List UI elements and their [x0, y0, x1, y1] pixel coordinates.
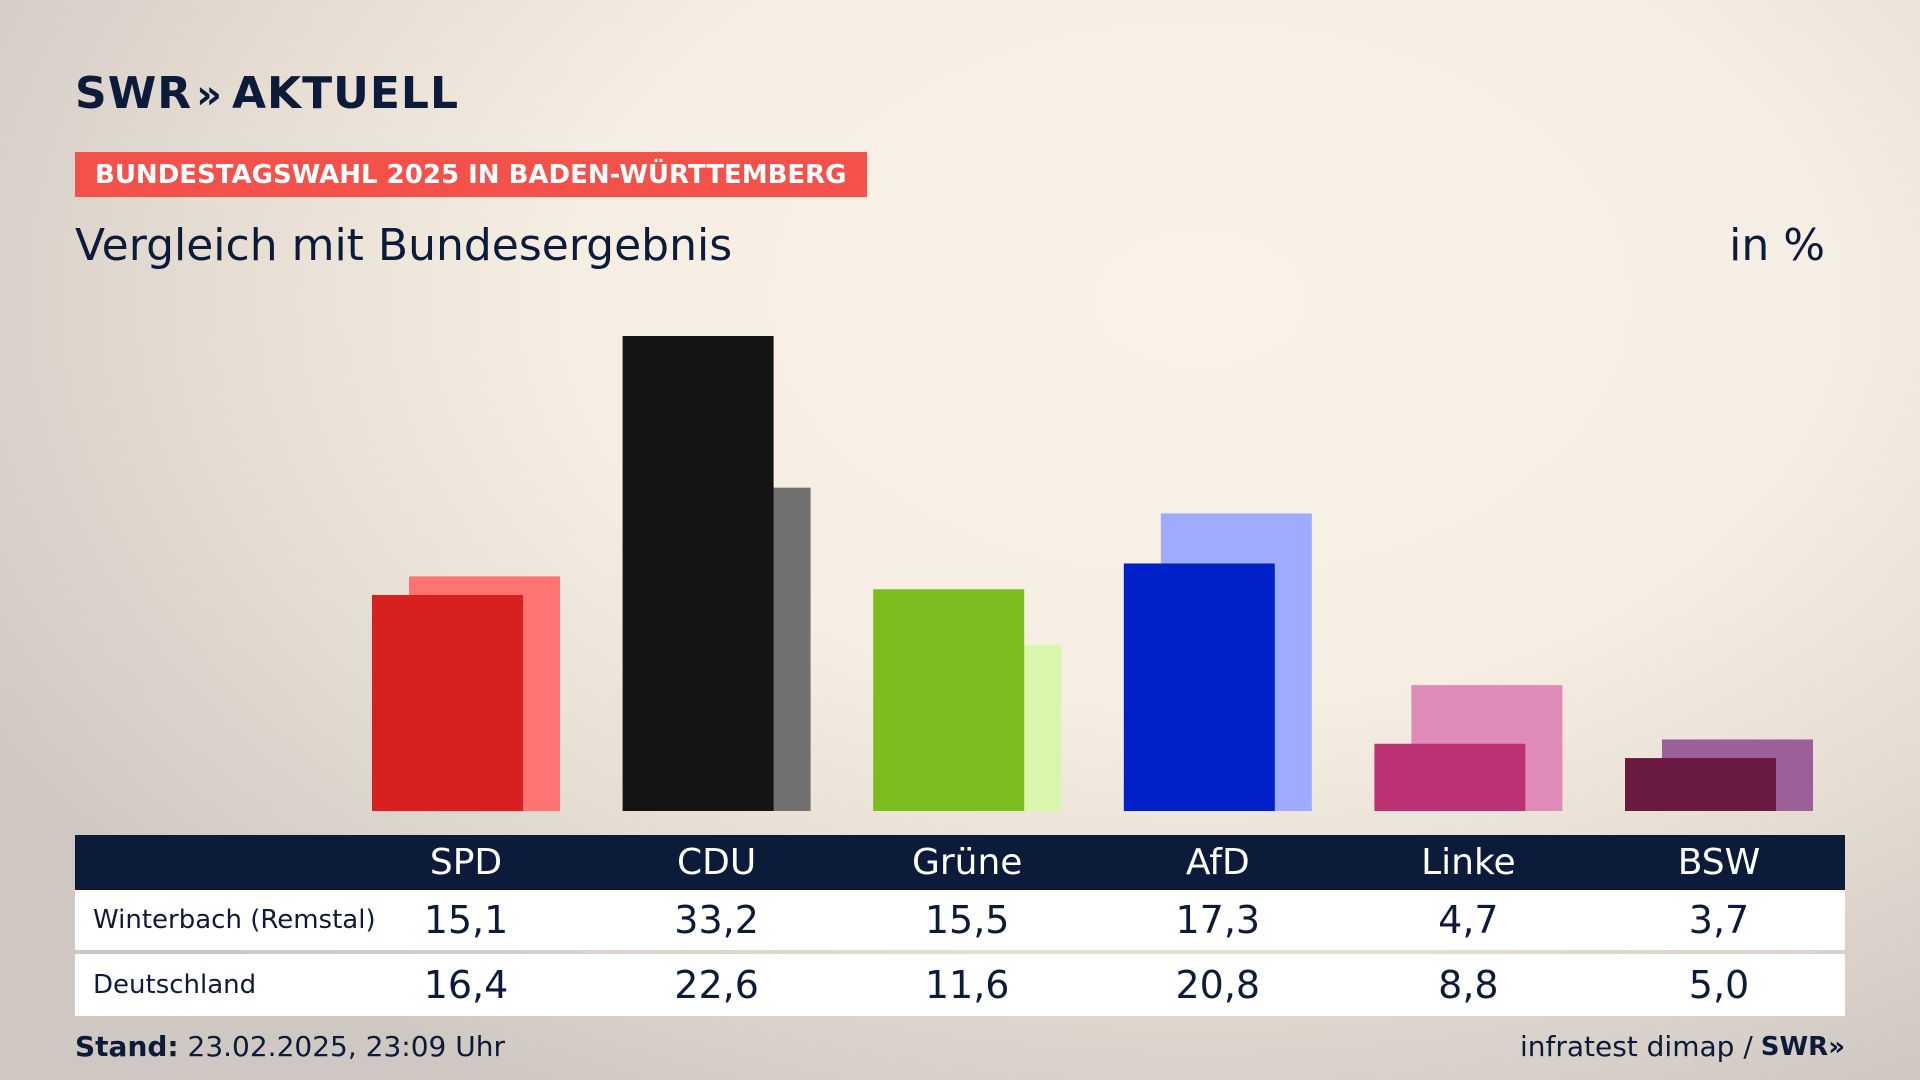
party-header-afd: AfD: [1185, 842, 1250, 883]
value-winterbach-afd: 17,3: [1175, 898, 1261, 942]
value-deutschland-grüne: 11,6: [924, 963, 1010, 1007]
results-table: SPD CDU Grüne AfD Linke BSW Winterbach (Remst…: [75, 835, 1845, 1016]
source-text: infratest dimap /: [1519, 1030, 1753, 1063]
bar-winterbach-spd: [372, 594, 523, 811]
value-winterbach-grüne: 15,5: [924, 898, 1010, 942]
bar-winterbach-linke: [1374, 743, 1526, 811]
value-winterbach-cdu: 33,2: [674, 898, 759, 942]
value-deutschland-linke: 8,8: [1438, 963, 1499, 1007]
bar-winterbach-afd: [1123, 563, 1275, 811]
party-header-cdu: CDU: [676, 842, 757, 883]
table-header-row: SPD CDU Grüne AfD Linke BSW: [75, 835, 1845, 890]
party-header-grüne: Grüne: [911, 842, 1023, 883]
swr-small-logo: SWR»: [1760, 1031, 1845, 1062]
value-deutschland-cdu: 22,6: [674, 963, 759, 1007]
value-winterbach-bsw: 3,7: [1688, 898, 1750, 942]
bar-chart: [372, 336, 1813, 811]
chart-title: Vergleich mit Bundesergebnis: [75, 220, 733, 271]
bar-winterbach-cdu: [622, 336, 774, 811]
value-winterbach-spd: 15,1: [423, 898, 509, 942]
party-header-spd: SPD: [429, 842, 503, 883]
row-label: Deutschland: [93, 970, 257, 1000]
logo-text: SWR» AKTUELL: [75, 67, 459, 119]
source-credit: infratest dimap / SWR»: [1520, 1030, 1845, 1063]
value-deutschland-spd: 16,4: [423, 963, 509, 1007]
value-deutschland-afd: 20,8: [1175, 963, 1261, 1007]
election-badge: BUNDESTAGSWAHL 2025 IN BADEN-WÜRTTEMBERG: [75, 152, 867, 197]
unit-label: in %: [1729, 220, 1825, 271]
value-deutschland-bsw: 5,0: [1688, 963, 1750, 1007]
bar-winterbach-bsw: [1625, 758, 1776, 811]
table-row-winterbach: Winterbach (Remstal) 15,1 33,2 15,5 17,3 4,7…: [75, 890, 1845, 950]
party-header-linke: Linke: [1421, 842, 1516, 883]
value-winterbach-linke: 4,7: [1438, 898, 1499, 942]
row-label: Winterbach (Remstal): [93, 905, 376, 935]
swr-aktuell-logo: SWR» AKTUELL: [75, 67, 459, 119]
timestamp: Stand: 23.02.2025, 23:09 Uhr: [75, 1030, 505, 1063]
party-header-bsw: BSW: [1677, 842, 1761, 883]
bar-winterbach-grüne: [873, 589, 1025, 811]
table-row-deutschland: Deutschland 16,4 22,6 11,6 20,8 8,8 5,0: [75, 954, 1845, 1016]
